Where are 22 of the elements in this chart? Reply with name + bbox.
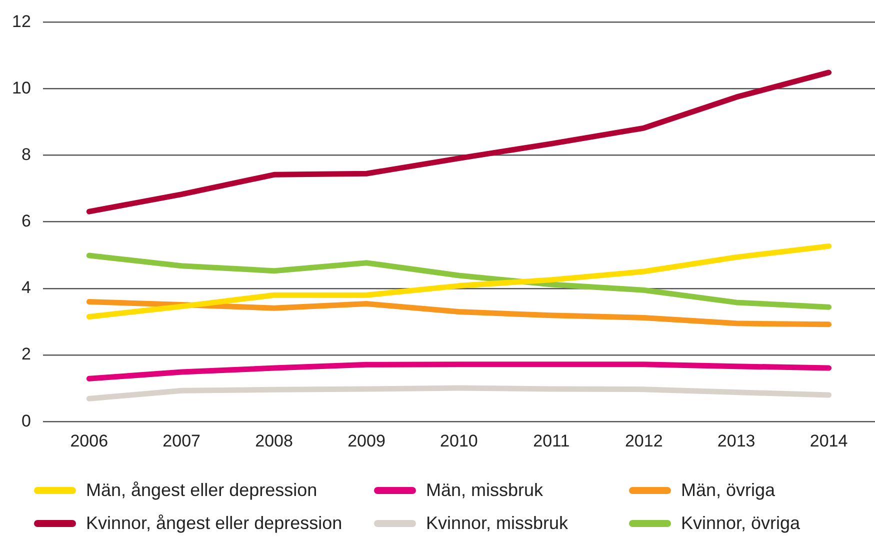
y-tick-label: 2	[21, 344, 31, 364]
x-tick-label: 2011	[533, 431, 570, 450]
legend-label: Kvinnor, ångest eller depression	[86, 513, 342, 534]
y-tick-label: 6	[21, 212, 31, 231]
x-tick-label: 2006	[70, 431, 108, 450]
x-tick-label: 2013	[717, 431, 756, 450]
legend-label: Kvinnor, missbruk	[426, 513, 568, 534]
y-tick-label: 0	[21, 411, 31, 430]
x-tick-label: 2014	[810, 431, 848, 450]
y-tick-label: 10	[12, 78, 31, 98]
y-tick-label: 4	[21, 278, 31, 298]
x-tick-label: 2009	[348, 431, 386, 450]
legend-label: Kvinnor, övriga	[681, 513, 800, 534]
legend-label: Män, övriga	[681, 480, 776, 501]
legend-label: Män, ångest eller depression	[86, 480, 318, 501]
y-tick-label: 8	[21, 145, 31, 164]
x-tick-label: 2008	[255, 431, 293, 450]
y-tick-label: 12	[12, 12, 31, 31]
x-tick-label: 2007	[162, 431, 201, 450]
legend-label: Män, missbruk	[426, 480, 544, 501]
x-tick-label: 2012	[624, 431, 663, 450]
x-tick-label: 2010	[440, 431, 478, 450]
